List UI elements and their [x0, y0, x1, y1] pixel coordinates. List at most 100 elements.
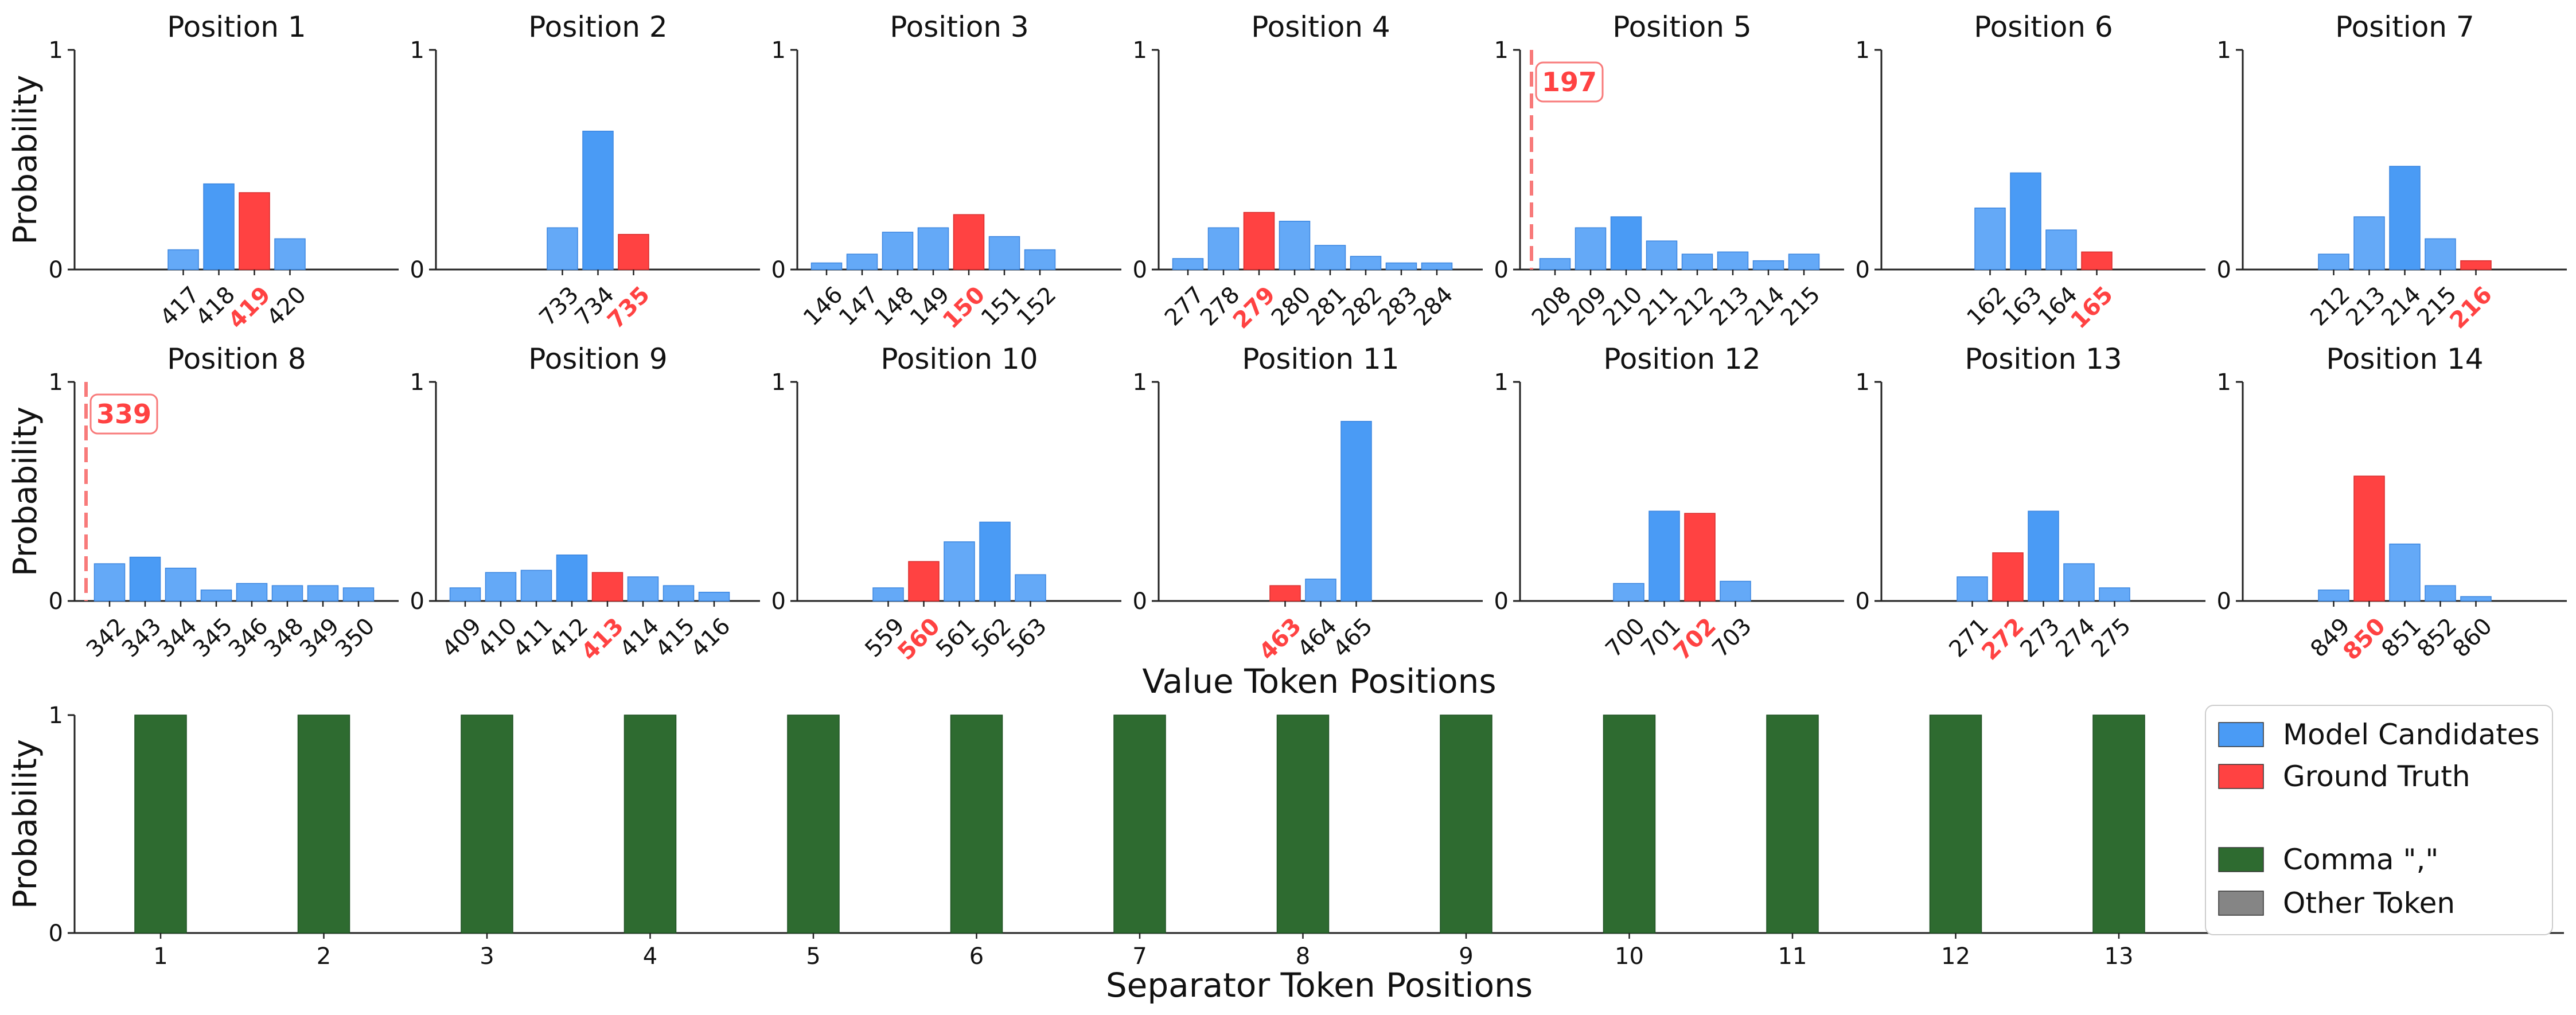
comma-bar: [461, 715, 513, 934]
y-axis-label: Probability: [7, 75, 44, 244]
candidate-bar: [1752, 260, 1784, 270]
y-tick-label: 1: [2217, 37, 2231, 64]
candidate-bar: [1015, 574, 1046, 602]
candidate-bar: [988, 236, 1020, 270]
panel-title: Position 6: [1974, 10, 2113, 44]
comma-bar: [950, 715, 1003, 934]
x-tick-label: 165: [2066, 282, 2118, 334]
candidate-bar: [1720, 580, 1751, 602]
candidate-bar: [872, 587, 904, 602]
y-tick-label: 1: [49, 37, 63, 64]
comma-bar: [1276, 715, 1330, 934]
candidate-bar: [1717, 251, 1749, 270]
comma-bar: [134, 715, 187, 934]
candidate-bar: [1340, 421, 1372, 602]
ground-truth-bar: [239, 192, 270, 270]
candidate-bar: [2389, 543, 2421, 602]
panel-title: Position 14: [2326, 342, 2483, 376]
y-tick-label: 1: [1856, 369, 1870, 396]
separator-x-tick-label: 13: [2105, 943, 2134, 970]
y-tick-label: 1: [1133, 37, 1147, 64]
candidate-bar: [2063, 563, 2095, 602]
panel-title: Position 10: [880, 342, 1038, 376]
panel-title: Position 9: [528, 342, 667, 376]
candidate-bar: [627, 576, 659, 602]
candidate-bar: [1314, 245, 1346, 270]
y-tick-label: 1: [1133, 369, 1147, 396]
candidate-bar: [1207, 227, 1240, 270]
ground-truth-bar: [591, 572, 623, 602]
legend-swatch: [2218, 891, 2264, 916]
candidate-bar: [1279, 220, 1311, 270]
panel-title: Position 8: [167, 342, 306, 376]
y-tick-label: 0: [771, 588, 786, 615]
y-tick-label: 0: [1133, 257, 1147, 283]
y-tick-label: 1: [2217, 369, 2231, 396]
candidate-bar: [556, 555, 588, 602]
candidate-bar: [944, 541, 975, 602]
y-tick-label: 0: [1856, 257, 1870, 283]
value-panels: Position 1Probability01417418419420Posit…: [7, 10, 2567, 665]
y-tick-label: 0: [1133, 588, 1147, 615]
candidate-bar: [449, 587, 481, 602]
candidate-bar: [200, 590, 232, 602]
value-axis-label: Value Token Positions: [1142, 662, 1496, 701]
panel-title: Position 1: [167, 10, 306, 44]
panel-title: Position 4: [1251, 10, 1390, 44]
x-tick-label: 860: [2448, 613, 2497, 663]
ground-truth-bar: [1684, 513, 1716, 602]
candidate-bar: [1681, 253, 1713, 270]
candidate-bar: [1646, 240, 1678, 270]
ground-truth-bar: [1269, 585, 1301, 602]
candidate-bar: [1974, 208, 2006, 270]
separator-x-tick-label: 10: [1615, 943, 1644, 970]
comma-bar: [1766, 715, 1819, 934]
candidate-bar: [1350, 256, 1382, 270]
separator-x-tick-label: 2: [317, 943, 331, 970]
x-tick-label: 284: [1409, 282, 1459, 331]
ground-truth-bar: [2081, 251, 2113, 270]
x-tick-label: 465: [1328, 613, 1378, 663]
candidate-bar: [698, 591, 730, 602]
separator-x-tick-label: 3: [480, 943, 494, 970]
candidate-bar: [2318, 253, 2349, 270]
y-tick-label: 1: [1856, 37, 1870, 64]
y-tick-label: 0: [1494, 588, 1509, 615]
y-tick-label: 1: [410, 37, 424, 64]
separator-x-axis-label: Separator Token Positions: [1106, 966, 1533, 1005]
candidate-bar: [979, 521, 1011, 602]
separator-x-tick-label: 8: [1296, 943, 1310, 970]
legend: Model Candidates Ground Truth Comma "," Oth…: [2205, 705, 2553, 935]
candidate-bar: [1172, 258, 1204, 270]
candidate-bar: [582, 130, 614, 270]
candidate-bar: [2425, 238, 2456, 270]
legend-swatch: [2218, 847, 2264, 872]
y-tick-label: 1: [1494, 369, 1509, 396]
y-tick-label: 1: [771, 369, 786, 396]
candidate-bar: [2425, 585, 2456, 602]
candidate-bar: [2353, 216, 2385, 270]
candidate-bar: [342, 587, 375, 602]
candidate-bar: [1610, 216, 1642, 270]
y-axis-label: Probability: [7, 407, 44, 576]
ground-truth-callout-label: 339: [96, 399, 151, 430]
candidate-bar: [2045, 229, 2077, 270]
candidate-bar: [1024, 249, 1056, 270]
y-tick-label: 1: [1494, 37, 1509, 64]
comma-bar: [297, 715, 350, 934]
ground-truth-callout: [89, 393, 158, 435]
y-tick-label: 1: [49, 369, 63, 396]
candidate-bar: [520, 569, 552, 602]
x-tick-label: 563: [1002, 613, 1052, 663]
ground-truth-bar: [908, 561, 940, 602]
y-tick-label: 1: [410, 369, 424, 396]
